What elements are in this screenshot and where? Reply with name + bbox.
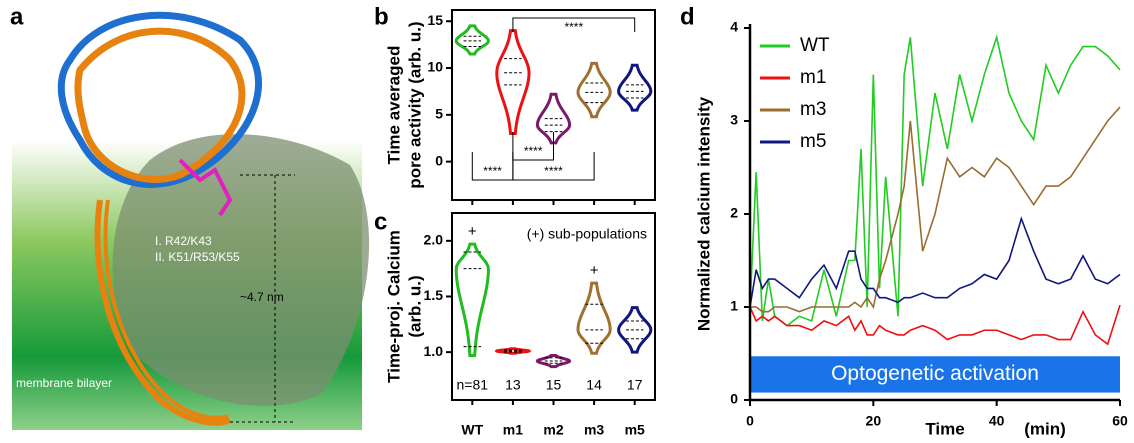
y-tick-label: 4 (730, 19, 738, 35)
residue-label: I. R42/K43 (155, 234, 212, 248)
y-tick-label: 1 (730, 298, 738, 314)
violin (454, 24, 490, 56)
violin (535, 353, 572, 369)
x-tick-label: m3 (584, 422, 604, 438)
x-axis-label: (min) (1024, 419, 1066, 438)
y-axis-label: Normalized calcium intensity (694, 96, 713, 331)
sub-population-note: (+) sub-populations (527, 226, 647, 242)
significance-label: **** (524, 144, 543, 158)
legend-label: m1 (800, 67, 826, 88)
y-tick-label: 15 (427, 12, 443, 28)
membrane-label: membrane bilayer (16, 376, 112, 390)
panel-label: d (680, 3, 695, 30)
x-tick-label: m2 (543, 422, 563, 438)
y-tick-label: 1.0 (424, 343, 444, 359)
x-tick-label: 60 (1112, 413, 1128, 429)
legend-label: WT (800, 35, 830, 56)
y-tick-label: 10 (427, 59, 443, 75)
significance-bracket (512, 17, 636, 32)
x-tick-label: WT (461, 422, 483, 438)
line-series (749, 216, 1121, 308)
annotation-box (751, 356, 1120, 393)
n-label: 15 (546, 377, 562, 393)
significance-label: **** (483, 164, 502, 178)
line-series (749, 304, 1121, 346)
legend-label: m5 (800, 131, 826, 152)
x-axis-label: Time (925, 419, 964, 438)
violin (617, 306, 653, 354)
distance-label: ~4.7 nm (240, 290, 284, 304)
n-label: n=81 (457, 377, 489, 393)
panel-label: c (374, 208, 387, 235)
violin (576, 61, 612, 119)
y-tick-label: 5 (435, 106, 443, 122)
violin (576, 281, 612, 355)
x-tick-label: 40 (989, 413, 1005, 429)
line-series (750, 106, 1121, 313)
violin (494, 347, 532, 355)
y-tick-label: 0 (730, 391, 738, 407)
annotation: Optogenetic activation (831, 362, 1039, 385)
ribbon-orange (74, 27, 246, 183)
line-series (749, 34, 1121, 327)
y-tick-label: 2.0 (424, 232, 444, 248)
significance-label: **** (544, 164, 563, 178)
significance-bracket (512, 132, 554, 161)
n-label: 17 (627, 377, 643, 393)
y-tick-label: 1.5 (424, 287, 444, 303)
panel-label: a (10, 3, 24, 30)
violin (535, 92, 572, 145)
n-label: 14 (586, 377, 602, 393)
residues (178, 158, 233, 217)
x-tick-label: m1 (503, 422, 523, 438)
y-axis-label: Time-proj. Calcium (384, 230, 403, 383)
panel-label: b (374, 3, 389, 30)
ribbon-tail-2 (103, 199, 229, 420)
y-axis-label: (arb. u.) (405, 275, 424, 337)
legend-label: m3 (800, 99, 826, 120)
ribbon-blue (57, 11, 262, 188)
y-tick-label: 2 (730, 205, 738, 221)
y-axis-label: Time averaged (384, 46, 403, 165)
sub-population-mark: + (590, 262, 599, 279)
ribbon-tail (94, 199, 232, 426)
x-tick-label: m5 (625, 422, 645, 438)
violin (495, 29, 531, 136)
violin (454, 242, 490, 357)
y-tick-label: 3 (730, 112, 738, 128)
significance-bracket (512, 152, 595, 181)
violin (617, 63, 653, 112)
sub-population-mark: + (468, 223, 477, 240)
protein-surface (112, 134, 370, 406)
x-tick-label: 20 (866, 413, 882, 429)
y-axis-label: pore activity (arb. u.) (405, 21, 424, 188)
x-tick-label: 0 (746, 413, 754, 429)
significance-label: **** (564, 20, 583, 34)
panel-a: a I. R42/K43 II. K51/R53/K55 ~4.7 nm mem… (10, 3, 370, 430)
y-tick-label: 0 (435, 152, 443, 168)
n-label: 13 (505, 377, 521, 393)
residue-label: II. K51/R53/K55 (155, 250, 240, 264)
